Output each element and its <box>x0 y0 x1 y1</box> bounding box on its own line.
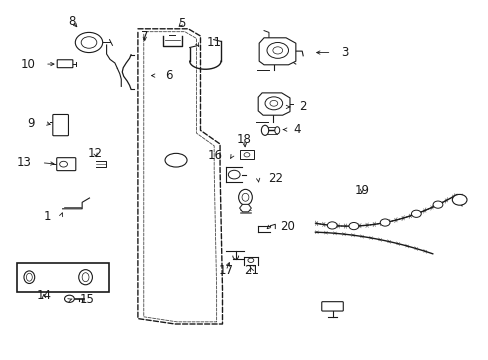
Text: 4: 4 <box>293 123 300 136</box>
Text: 10: 10 <box>20 58 35 71</box>
Circle shape <box>264 97 282 110</box>
Polygon shape <box>259 38 295 65</box>
Circle shape <box>432 201 442 208</box>
Circle shape <box>228 170 240 179</box>
Circle shape <box>326 222 336 229</box>
Circle shape <box>60 161 67 167</box>
Text: 14: 14 <box>37 289 51 302</box>
Circle shape <box>247 258 253 262</box>
Circle shape <box>380 219 389 226</box>
Circle shape <box>244 153 249 157</box>
Circle shape <box>269 100 277 106</box>
Text: 17: 17 <box>218 264 233 277</box>
Text: 11: 11 <box>206 36 221 49</box>
Bar <box>17 263 109 292</box>
Circle shape <box>81 37 97 48</box>
Ellipse shape <box>164 153 186 167</box>
FancyBboxPatch shape <box>57 158 76 171</box>
Ellipse shape <box>261 125 268 135</box>
Circle shape <box>348 222 358 230</box>
Text: 21: 21 <box>244 264 259 277</box>
Text: 2: 2 <box>299 100 306 113</box>
Circle shape <box>410 210 420 217</box>
Text: 15: 15 <box>79 293 94 306</box>
Polygon shape <box>258 93 289 115</box>
Ellipse shape <box>26 273 32 281</box>
Text: 13: 13 <box>17 156 32 169</box>
Text: 18: 18 <box>237 133 251 146</box>
FancyBboxPatch shape <box>53 114 68 136</box>
Text: 12: 12 <box>88 147 102 159</box>
Circle shape <box>64 295 74 302</box>
Circle shape <box>266 42 288 58</box>
Text: 1: 1 <box>44 210 51 222</box>
Circle shape <box>272 47 282 54</box>
Text: 3: 3 <box>341 46 348 59</box>
Ellipse shape <box>238 189 252 205</box>
Bar <box>239 150 254 159</box>
FancyBboxPatch shape <box>321 302 343 311</box>
Ellipse shape <box>79 270 92 285</box>
Text: 20: 20 <box>279 220 294 233</box>
Circle shape <box>451 194 466 205</box>
Text: 22: 22 <box>267 172 283 185</box>
FancyBboxPatch shape <box>57 60 73 68</box>
Ellipse shape <box>24 271 35 284</box>
Text: 16: 16 <box>207 149 222 162</box>
Text: 8: 8 <box>68 15 76 28</box>
Text: 9: 9 <box>28 117 35 130</box>
Ellipse shape <box>82 273 89 282</box>
Text: ": " <box>94 269 98 278</box>
Text: 6: 6 <box>165 69 172 82</box>
Ellipse shape <box>274 127 279 134</box>
Text: 5: 5 <box>178 17 185 30</box>
Ellipse shape <box>242 193 248 201</box>
Text: 7: 7 <box>141 30 148 42</box>
Polygon shape <box>239 204 251 212</box>
Text: 19: 19 <box>354 184 368 197</box>
Circle shape <box>75 32 102 53</box>
